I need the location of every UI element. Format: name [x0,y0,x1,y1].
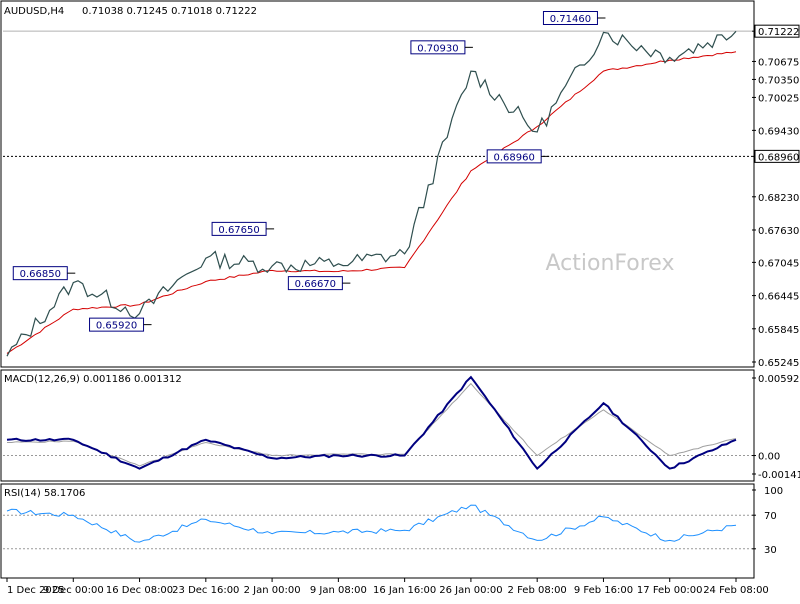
axis-layer: 0.71222 0.70675 0.70350 0.70025 0.69430 0.689… [6,24,800,596]
price-y-tick-label: 0.65845 [758,325,799,336]
price-y-tick-label: 0.66445 [758,292,799,303]
price-y-tick-label: 0.65245 [758,358,799,369]
rsi-line [6,504,737,543]
price-annotation-label: 0.71460 [550,14,591,25]
x-tick-label: 17 Feb 00:00 [637,585,703,596]
price-y-tick-label: 0.70025 [758,93,799,104]
price-y-tick-label: 0.68960 [758,152,799,163]
x-tick-label: 2 Feb 08:00 [508,585,567,596]
price-layer: 0.66850 0.65920 0.67650 0.66670 0.70930 0.689… [3,11,752,357]
macd-line [6,375,737,471]
price-annotation-label: 0.70930 [417,43,458,54]
price-y-tick-box [754,149,800,163]
x-tick-label: 24 Feb 08:00 [703,585,769,596]
price-y-tick-box [754,24,800,38]
rsi-panel [0,483,755,579]
macd-y-tick-label: 0.005928 [758,374,800,385]
rsi-y-tick-label: 30 [764,545,777,556]
macd-panel [0,369,755,482]
price-y-tick-label: 0.67630 [758,226,799,237]
price-annotation-label: 0.67650 [218,225,259,236]
x-tick-label: 26 Jan 00:00 [439,585,502,596]
rsi-y-tick-label: 70 [764,511,777,522]
macd-y-tick-label: -0.001412 [758,470,800,481]
rsi-y-tick-label: 100 [764,486,783,497]
price-header-ohlc: 0.71038 0.71245 0.71018 0.71222 [82,6,257,17]
x-tick-label: 9 Jan 08:00 [310,585,367,596]
price-annotation-label: 0.66670 [295,279,336,290]
macd-header: MACD(12,26,9) 0.001186 0.001312 [4,374,182,385]
x-tick-label: 1 Dec 2025 [7,585,65,596]
watermark: ActionForex [546,251,675,276]
price-y-tick-label: 0.70350 [758,75,799,86]
price-annotation: 0.68960 [486,149,550,164]
x-tick-label: 23 Dec 16:00 [172,585,239,596]
price-panel [0,0,755,368]
macd-layer [3,375,752,471]
x-tick-label: 16 Jan 16:00 [373,585,436,596]
price-y-tick-label: 0.71222 [758,27,799,38]
price-y-tick-label: 0.67045 [758,258,799,269]
price-annotation-label: 0.68960 [494,152,535,163]
x-tick-label: 2 Jan 00:00 [244,585,301,596]
rsi-layer [3,504,752,550]
price-y-tick-label: 0.69430 [758,126,799,137]
price-y-tick-label: 0.68230 [758,193,799,204]
x-tick-label: 16 Dec 08:00 [106,585,173,596]
price-annotation: 0.65920 [89,317,152,332]
x-tick-label: 9 Dec 00:00 [43,585,104,596]
price-annotation: 0.66850 [12,266,76,281]
price-annotation-label: 0.66850 [20,269,61,280]
price-annotation: 0.66670 [287,276,351,291]
rsi-header: RSI(14) 58.1706 [4,488,85,499]
price-y-tick-label: 0.70675 [758,57,799,68]
x-tick-label: 9 Feb 16:00 [574,585,633,596]
price-header-symbol: AUDUSD,H4 [4,6,64,17]
price-annotation: 0.71460 [542,11,606,25]
moving-average-line [6,51,737,354]
price-annotation: 0.67650 [211,221,275,236]
macd-y-tick-label: 0.00 [758,452,780,463]
price-line [6,30,737,357]
price-annotation-label: 0.65920 [96,321,137,332]
price-annotation: 0.70930 [410,40,473,55]
